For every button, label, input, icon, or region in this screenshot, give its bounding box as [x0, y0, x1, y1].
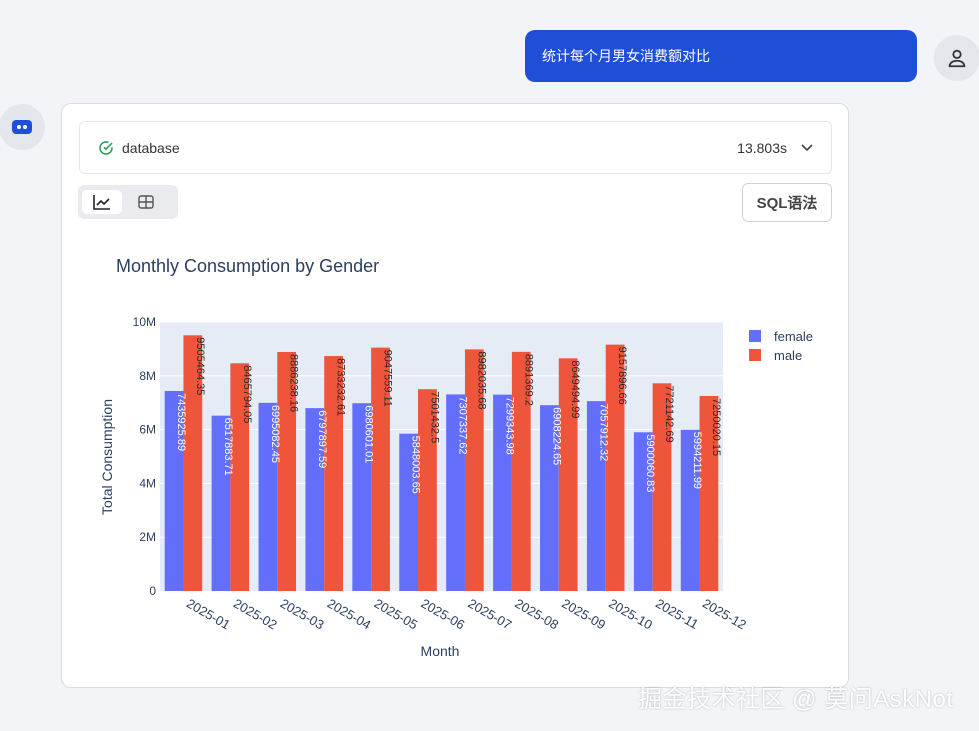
- x-tick-label: 2025-10: [606, 596, 655, 633]
- bar-value-label: 8891369.2: [522, 354, 534, 406]
- bar-value-label: 7250020.15: [710, 398, 722, 456]
- bar-value-label: 6995082.45: [269, 405, 281, 463]
- x-tick-label: 2025-06: [419, 596, 468, 633]
- bar-value-label: 8465794.05: [241, 365, 253, 423]
- bar-value-label: 9047559.11: [382, 350, 394, 407]
- x-tick-label: 2025-11: [653, 596, 701, 632]
- y-axis-label: Total Consumption: [99, 399, 115, 515]
- x-axis-label: Month: [421, 643, 460, 659]
- y-tick-label: 6M: [139, 423, 156, 437]
- x-tick-label: 2025-04: [325, 596, 374, 633]
- y-tick-label: 2M: [139, 530, 156, 544]
- x-tick-label: 2025-01: [184, 596, 233, 633]
- bar-value-label: 6797897.59: [316, 410, 328, 468]
- bar-value-label: 8733232.61: [335, 358, 347, 416]
- legend-label-female[interactable]: female: [774, 329, 813, 344]
- x-tick-label: 2025-02: [231, 596, 280, 633]
- x-tick-label: 2025-03: [278, 596, 327, 633]
- x-tick-label: 2025-05: [372, 596, 421, 633]
- bar-value-label: 8982035.68: [475, 351, 487, 409]
- y-tick-label: 0: [149, 584, 156, 598]
- y-tick-label: 8M: [139, 369, 156, 383]
- bar-value-label: 7307337.62: [457, 396, 469, 454]
- legend-swatch-male: [749, 349, 761, 361]
- bar-value-label: 9505464.35: [194, 337, 206, 395]
- bar-value-label: 8886238.16: [288, 354, 300, 412]
- x-tick-label: 2025-08: [512, 596, 561, 633]
- legend-label-male[interactable]: male: [774, 348, 802, 363]
- bar-value-label: 7501432.5: [428, 391, 440, 443]
- bar-value-label: 6980601.01: [363, 405, 375, 463]
- bar-value-label: 6517883.71: [222, 418, 234, 476]
- bar-value-label: 7435925.89: [175, 393, 187, 451]
- x-tick-label: 2025-07: [465, 596, 514, 633]
- bar-value-label: 7057912.32: [597, 403, 609, 461]
- x-tick-label: 2025-12: [700, 596, 749, 633]
- bar-value-label: 5900060.83: [644, 434, 656, 492]
- bar-value-label: 5848003.65: [410, 436, 422, 494]
- bar-value-label: 5994211.99: [691, 432, 703, 489]
- bar-value-label: 7299343.98: [503, 397, 515, 455]
- x-tick-label: 2025-09: [559, 596, 608, 633]
- bar-value-label: 9157896.66: [616, 347, 628, 405]
- chart-title: Monthly Consumption by Gender: [116, 256, 379, 276]
- legend-swatch-female: [749, 330, 761, 342]
- bar-value-label: 7721142.69: [663, 385, 675, 442]
- watermark: 掘金技术社区 @ 莫问AskNot: [638, 679, 954, 714]
- y-tick-label: 4M: [139, 476, 156, 490]
- bar-value-label: 8649494.99: [569, 360, 581, 418]
- bar-value-label: 6908224.65: [550, 407, 562, 465]
- y-tick-label: 10M: [133, 315, 156, 329]
